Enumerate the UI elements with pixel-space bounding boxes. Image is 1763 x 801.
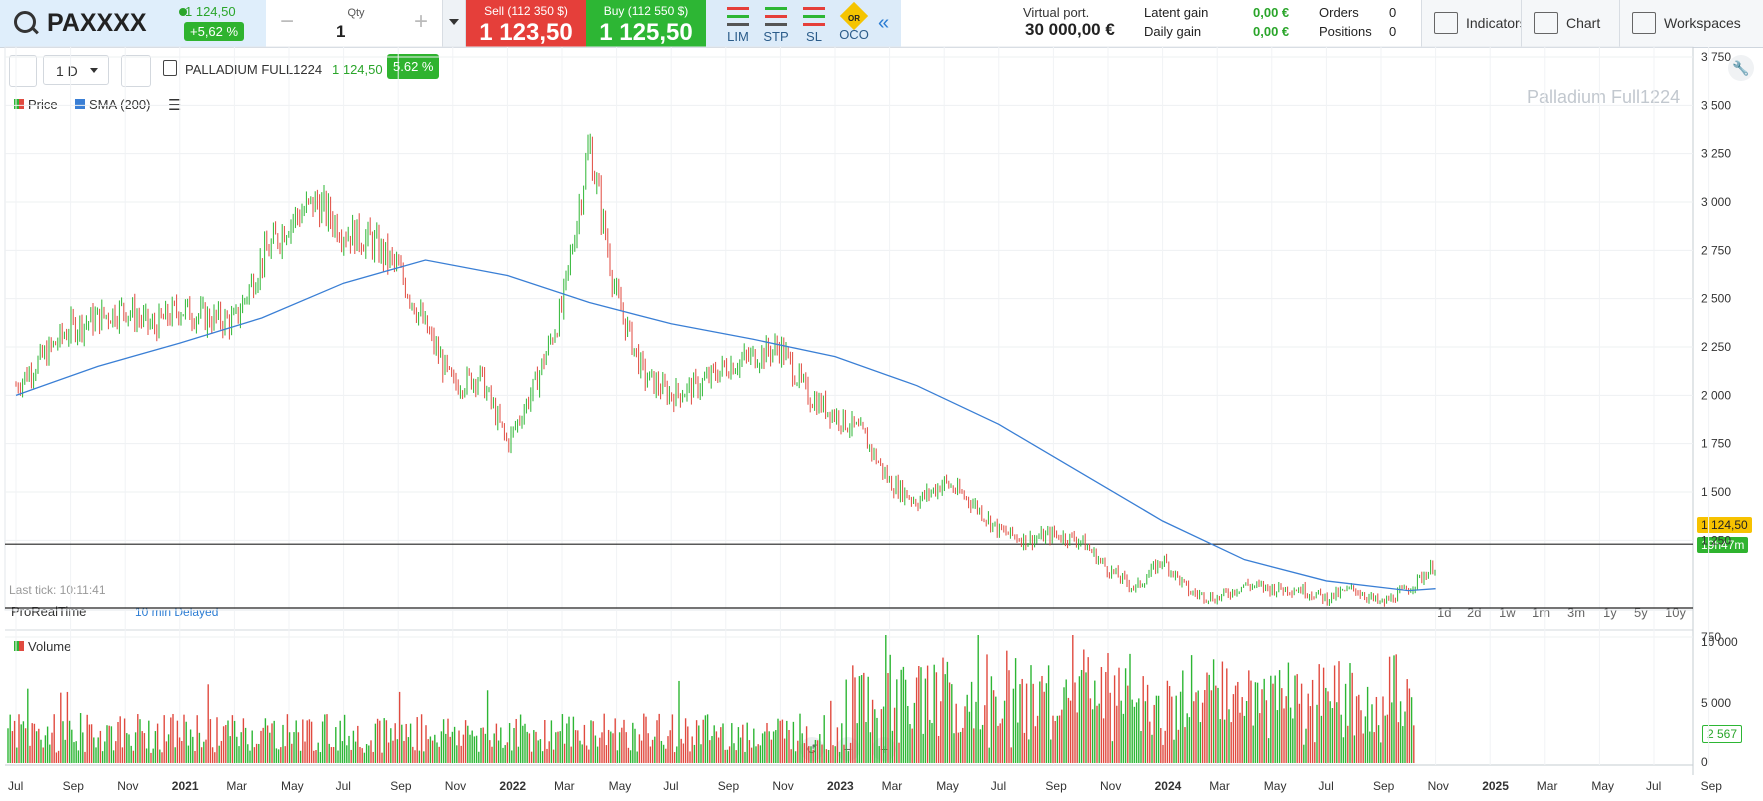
limit-order-button[interactable]: LIM	[720, 4, 756, 44]
collapse-panel-button[interactable]: «	[878, 12, 890, 34]
period-button-5y[interactable]: 5y	[1634, 605, 1648, 620]
latent-gain-label: Latent gain	[1144, 5, 1209, 20]
chevron-down-icon	[90, 68, 98, 73]
legend-volume-label: Volume	[28, 639, 72, 654]
order-types-panel: LIM STP SL OR OCO «	[706, 0, 901, 47]
sma-legend-icon	[75, 99, 85, 109]
period-button-1w[interactable]: 1w	[1499, 605, 1516, 620]
period-button-2d[interactable]: 2d	[1467, 605, 1482, 620]
list-icon[interactable]: ☰	[168, 97, 182, 114]
legend-sma-label: SMA (200)	[89, 97, 151, 112]
virtual-portfolio-value: 30 000,00 €	[1025, 20, 1115, 39]
oco-order-label: OCO	[839, 27, 869, 42]
last-price-tag: 1 124,50	[1697, 517, 1752, 533]
zoom-in-icon[interactable]: +	[872, 737, 896, 761]
top-toolbar: PAXXXX 1 124,50 +5,62 % − Qty 1 + Sell (…	[0, 0, 1763, 48]
buy-button[interactable]: Buy (112 550 $) 1 125,50	[586, 0, 706, 47]
positions-count: 0	[1389, 24, 1397, 39]
price-legend-icon	[14, 99, 24, 109]
qty-dropdown-button[interactable]	[443, 0, 466, 47]
sell-price: 1 123,50	[479, 19, 573, 46]
timeframe-value: 1 D	[56, 63, 78, 79]
sell-button[interactable]: Sell (112 350 $) 1 123,50	[466, 0, 586, 47]
qty-input[interactable]: 1	[336, 22, 346, 41]
last-tick-label: Last tick: 10:11:41	[9, 583, 106, 597]
symbol-change-badge: +5,62 %	[184, 22, 245, 41]
buy-price: 1 125,50	[599, 19, 693, 46]
stop-loss-label: SL	[806, 29, 822, 44]
workspaces-label: Workspaces	[1664, 15, 1741, 31]
legend-volume[interactable]: Volume	[14, 639, 71, 654]
limit-order-label: LIM	[727, 29, 749, 44]
volume-legend-icon	[14, 641, 24, 651]
symbol-name[interactable]: PAXXXX	[47, 9, 147, 37]
oco-order-button[interactable]: OR OCO	[836, 1, 872, 42]
daily-gain-value: 0,00 €	[1253, 24, 1290, 39]
workspaces-button[interactable]: Workspaces	[1619, 0, 1763, 47]
symbol-panel[interactable]: PAXXXX 1 124,50 +5,62 %	[0, 0, 266, 47]
wrench-icon[interactable]: 🔧	[1728, 55, 1754, 81]
limit-order-icon	[726, 4, 750, 28]
latent-gain-value: 0,00 €	[1253, 5, 1290, 20]
period-button-10y[interactable]: 10y	[1665, 605, 1686, 620]
period-button-3m[interactable]: 3m	[1567, 605, 1586, 620]
chart-type-button[interactable]	[121, 55, 151, 87]
period-button-1m[interactable]: 1m	[1532, 605, 1551, 620]
provider-label: ProRealTime	[11, 604, 86, 619]
stop-loss-button[interactable]: SL	[796, 4, 832, 44]
chart-icon	[1534, 12, 1558, 34]
daily-gain-label: Daily gain	[1144, 24, 1202, 39]
stop-order-icon	[764, 4, 788, 28]
sell-label: Sell (112 350 $)	[484, 4, 568, 18]
chart-button[interactable]: Chart	[1521, 0, 1619, 47]
live-dot-icon	[179, 8, 187, 16]
buy-label: Buy (112 550 $)	[603, 4, 689, 18]
positions-label: Positions	[1319, 24, 1372, 39]
instrument-name: PALLADIUM FULL1224	[185, 62, 323, 77]
timeframe-select[interactable]: 1 D	[43, 55, 109, 85]
chart-watermark: Palladium Full1224	[1527, 87, 1681, 107]
stop-order-label: STP	[763, 29, 789, 44]
bar-countdown-tag: 19h47m	[1697, 537, 1749, 553]
qty-increase-button[interactable]: +	[414, 8, 429, 35]
qty-label: Qty	[347, 7, 365, 19]
legend-price-label: Price	[28, 97, 58, 112]
quantity-stepper[interactable]: − Qty 1 +	[266, 0, 443, 47]
chart-label: Chart	[1566, 15, 1601, 31]
volume-last-tag: 2 567	[1702, 725, 1743, 743]
portfolio-summary: Virtual port. 30 000,00 € Latent gain Da…	[901, 0, 1421, 47]
oco-badge-text: OR	[848, 14, 860, 23]
zoom-out-icon[interactable]: −	[836, 737, 860, 761]
legend-sma[interactable]: SMA (200)	[75, 97, 150, 112]
instrument-change-badge: 5.62 %	[387, 54, 440, 79]
delay-label: 10 min Delayed	[135, 605, 219, 619]
workspaces-icon	[1632, 12, 1656, 34]
provider-name: ProRealTime	[11, 604, 87, 619]
period-button-1d[interactable]: 1d	[1437, 605, 1452, 620]
symbol-last-price: 1 124,50	[185, 4, 236, 19]
mouse-mode-button[interactable]	[9, 55, 37, 87]
stop-loss-icon	[802, 4, 826, 28]
indicators-button[interactable]: Indicators	[1421, 0, 1527, 47]
indicators-icon	[1434, 12, 1458, 34]
info-icon[interactable]	[163, 60, 177, 76]
virtual-portfolio-label: Virtual port.	[1023, 5, 1090, 20]
legend-price[interactable]: Price	[14, 97, 58, 112]
orders-count: 0	[1389, 5, 1397, 20]
instrument-last-price: 1 124,50	[332, 62, 383, 77]
orders-label: Orders	[1319, 5, 1359, 20]
qty-decrease-button[interactable]: −	[280, 8, 295, 35]
period-button-1y[interactable]: 1y	[1603, 605, 1617, 620]
search-icon[interactable]	[14, 11, 36, 33]
stop-order-button[interactable]: STP	[758, 4, 794, 44]
chart-area[interactable]: 1 D PALLADIUM FULL1224 1 124,50 5.62 % P…	[0, 47, 1763, 801]
chevron-down-icon	[449, 19, 459, 25]
reset-zoom-icon[interactable]: ↺	[800, 737, 824, 761]
indicators-label: Indicators	[1466, 15, 1527, 31]
